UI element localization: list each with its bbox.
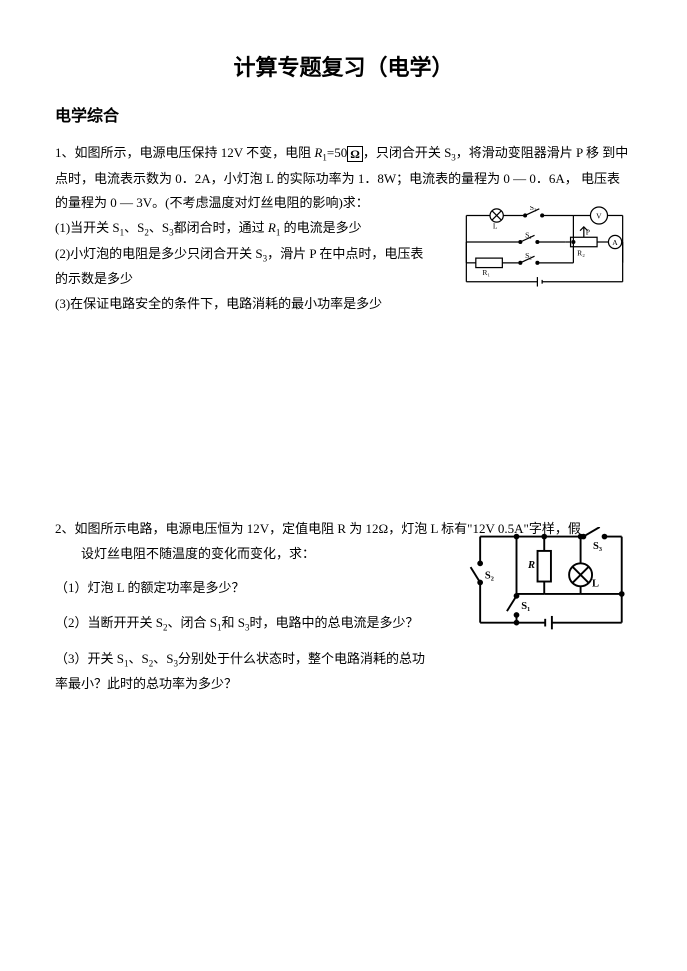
p2-q3: （3）开关 S1、S2、S3分别处于什么状态时，整个电路消耗的总功 — [55, 647, 632, 673]
document-page: 计算专题复习（电学） 电学综合 1、如图所示，电源电压保持 12V 不变，电阻 … — [0, 0, 687, 971]
p2-q3d: 分别处于什么状态时，整个电路消耗的总功 — [178, 651, 425, 666]
c1-P: P — [586, 227, 590, 236]
spacer3 — [55, 637, 632, 647]
p2-q3c: 、S — [153, 651, 173, 666]
p1-l1d: ，将滑动变阻器滑片 P 移 — [456, 145, 599, 160]
p1-l1c: ，只闭合开关 S — [363, 145, 451, 160]
circuit-diagram-2: R S₃ S₂ S₁ L — [467, 527, 632, 637]
p2-q3e: 率最小？此时的总功率为多少？ — [55, 672, 632, 697]
p2-q2a: （2）当断开开关 S — [55, 615, 163, 630]
c1-R2: R₂ — [577, 248, 585, 257]
p2-q3a: （3）开关 S — [55, 651, 124, 666]
c1-S2: S₂ — [525, 251, 532, 260]
p1-q1r: R — [268, 220, 276, 235]
p2-q2d: 时，电路中的总电流是多少？ — [249, 615, 418, 630]
c2-R: R — [527, 560, 535, 571]
p2-q2c: 和 S — [221, 615, 244, 630]
p2-q2b: 、闭合 S — [167, 615, 216, 630]
p1-l1a: 1、如图所示，电源电压保持 12V 不变，电阻 — [55, 145, 314, 160]
p1-q1a: (1)当开关 S — [55, 220, 120, 235]
p1-q1b: 、S — [124, 220, 144, 235]
c2-S1: S₁ — [521, 601, 530, 612]
c1-L: L — [493, 222, 498, 231]
circuit-diagram-1: L S₃ V S₁ P A R₁ S₂ R₂ — [457, 206, 632, 296]
c1-S1: S₁ — [525, 230, 532, 239]
c2-S3: S₃ — [593, 541, 602, 552]
c1-A: A — [612, 238, 618, 247]
p1-text: 1、如图所示，电源电压保持 12V 不变，电阻 R1=50Ω，只闭合开关 S3，… — [55, 141, 632, 216]
p1-q2b: ，滑片 P 在中点时，电压表 — [267, 246, 423, 261]
c2-L: L — [592, 578, 599, 589]
page-title: 计算专题复习（电学） — [55, 50, 632, 82]
section-subtitle: 电学综合 — [55, 102, 632, 126]
c1-V: V — [596, 211, 602, 220]
problem-2: 2、如图所示电路，电源电压恒为 12V，定值电阻 R 为 12Ω，灯泡 L 标有… — [55, 517, 632, 697]
p1-q1e: 的电流是多少 — [280, 220, 361, 235]
c2-S2: S₂ — [485, 570, 494, 581]
p2-q3b: 、S — [128, 651, 148, 666]
p1-q1d: 都闭合时，通过 — [174, 220, 268, 235]
ohm-icon: Ω — [347, 146, 363, 162]
c1-R1: R₁ — [482, 268, 490, 277]
p1-q2a: (2)小灯泡的电阻是多少只闭合开关 S — [55, 246, 263, 261]
problem-1: 1、如图所示，电源电压保持 12V 不变，电阻 R1=50Ω，只闭合开关 S3，… — [55, 141, 632, 317]
p1-l1b: =50 — [327, 145, 347, 160]
p1-q1c: 、S — [149, 220, 169, 235]
c1-S3: S₃ — [530, 206, 537, 212]
